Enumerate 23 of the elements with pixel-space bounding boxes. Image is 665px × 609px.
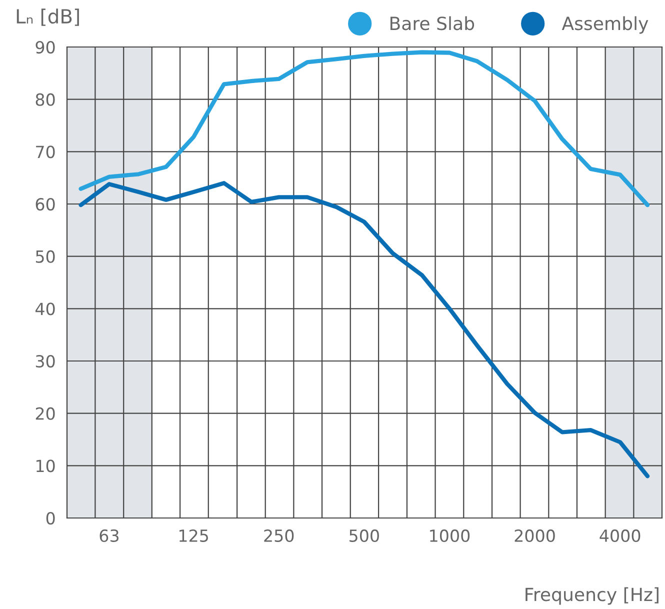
x-tick-label: 1000 <box>430 529 470 542</box>
y-axis-title: Lₙ [dB] <box>16 8 79 26</box>
x-tick-label: 125 <box>179 529 208 542</box>
y-tick-label: 70 <box>36 146 55 158</box>
y-tick-label: 80 <box>36 93 55 106</box>
y-tick-label: 30 <box>36 354 55 368</box>
x-tick-label: 63 <box>100 529 118 542</box>
y-tick-label: 20 <box>36 407 55 420</box>
legend-label: Bare Slab <box>390 16 474 30</box>
x-axis-title: Frequency [Hz] <box>526 587 658 605</box>
x-tick-label: 500 <box>350 529 379 542</box>
line-series <box>78 180 650 478</box>
legend-label: Assembly <box>562 16 648 34</box>
y-tick-label: 10 <box>36 460 55 472</box>
y-tick-label: 90 <box>36 40 55 54</box>
x-tick-label: 250 <box>264 529 294 542</box>
y-tick-label: 60 <box>36 198 55 211</box>
y-tick-label: 0 <box>46 512 55 525</box>
x-tick-label: 4000 <box>600 529 640 542</box>
y-tick-label: 40 <box>35 302 55 316</box>
line-series <box>78 50 650 208</box>
x-tick-label: 2000 <box>514 529 555 542</box>
y-tick-label: 50 <box>36 250 55 263</box>
